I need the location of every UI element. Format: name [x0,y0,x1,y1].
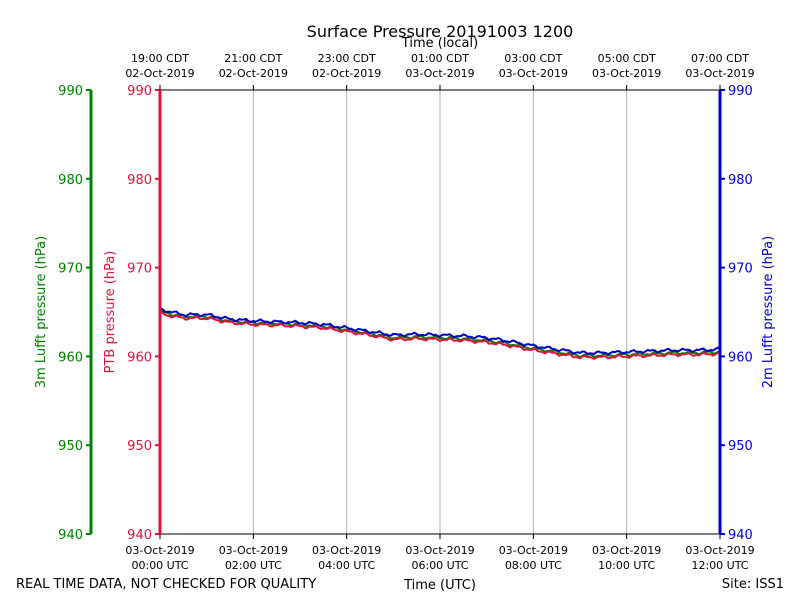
y-axis-ticks: 990 990 990 980 980 980 970 970 970 960 960 960 950 9… [58,84,753,543]
quality-disclaimer: REAL TIME DATA, NOT CHECKED FOR QUALITY [16,577,316,592]
inner-left-y-tick-label: 950 [127,439,152,454]
top-axis-label: Time (local) [401,36,478,51]
inner-left-y-tick-label: 960 [127,350,152,365]
bottom-x-tick-time: 02:00 UTC [225,559,282,572]
site-label: Site: ISS1 [722,577,784,592]
bottom-x-tick-date: 03-Oct-2019 [685,544,754,557]
bottom-x-tick-time: 04:00 UTC [318,559,375,572]
inner-left-y-tick-label: 980 [127,173,152,188]
bottom-x-tick-time: 08:00 UTC [505,559,562,572]
right-y-tick-label: 940 [728,528,753,543]
series-lines [159,307,721,361]
top-x-tick-time: 23:00 CDT [318,52,376,65]
top-x-tick-date: 03-Oct-2019 [685,67,754,80]
bottom-x-tick-date: 03-Oct-2019 [592,544,661,557]
top-x-tick-time: 07:00 CDT [691,52,749,65]
top-x-tick-time: 19:00 CDT [131,52,189,65]
left-axis-label: 3m Lufft pressure (hPa) [34,236,49,388]
chart-title: Surface Pressure 20191003 1200 [307,22,574,41]
inner-left-y-tick-label: 940 [127,528,152,543]
left-y-tick-label: 980 [58,173,83,188]
right-y-tick-label: 950 [728,439,753,454]
bottom-x-tick-date: 03-Oct-2019 [219,544,288,557]
right-y-tick-label: 960 [728,350,753,365]
top-x-tick-time: 01:00 CDT [411,52,469,65]
right-axis-label: 2m Lufft pressure (hPa) [761,236,776,388]
top-x-tick-date: 02-Oct-2019 [125,67,194,80]
bottom-x-tick-date: 03-Oct-2019 [125,544,194,557]
x-axis-ticks: 03-Oct-2019 00:00 UTC 19:00 CDT 02-Oct-2019… [125,52,754,572]
left-y-tick-label: 970 [58,262,83,277]
left-y-tick-label: 950 [58,439,83,454]
bottom-x-tick-time: 12:00 UTC [691,559,748,572]
series-line-ptb-pressure [159,311,721,361]
top-x-tick-date: 03-Oct-2019 [405,67,474,80]
right-y-tick-label: 990 [728,84,753,99]
left-y-tick-label: 990 [58,84,83,99]
top-x-tick-date: 02-Oct-2019 [219,67,288,80]
inner-left-y-tick-label: 970 [127,262,152,277]
top-x-tick-time: 21:00 CDT [224,52,282,65]
inner-left-y-tick-label: 990 [127,84,152,99]
bottom-x-tick-time: 00:00 UTC [131,559,188,572]
top-x-tick-date: 03-Oct-2019 [499,67,568,80]
bottom-x-tick-date: 03-Oct-2019 [499,544,568,557]
top-x-tick-time: 03:00 CDT [504,52,562,65]
bottom-x-tick-date: 03-Oct-2019 [312,544,381,557]
bottom-x-tick-time: 10:00 UTC [598,559,655,572]
vertical-gridlines [252,90,628,534]
right-y-tick-label: 980 [728,173,753,188]
left-y-tick-label: 940 [58,528,83,543]
top-x-tick-time: 05:00 CDT [598,52,656,65]
bottom-x-tick-date: 03-Oct-2019 [405,544,474,557]
top-x-tick-date: 02-Oct-2019 [312,67,381,80]
inner-left-axis-label: PTB pressure (hPa) [103,251,118,374]
bottom-axis-label: Time (UTC) [403,578,476,593]
top-x-tick-date: 03-Oct-2019 [592,67,661,80]
bottom-x-tick-time: 06:00 UTC [411,559,468,572]
right-y-tick-label: 970 [728,262,753,277]
left-y-tick-label: 960 [58,350,83,365]
series-line-2m-lufft-pressure [159,307,721,356]
